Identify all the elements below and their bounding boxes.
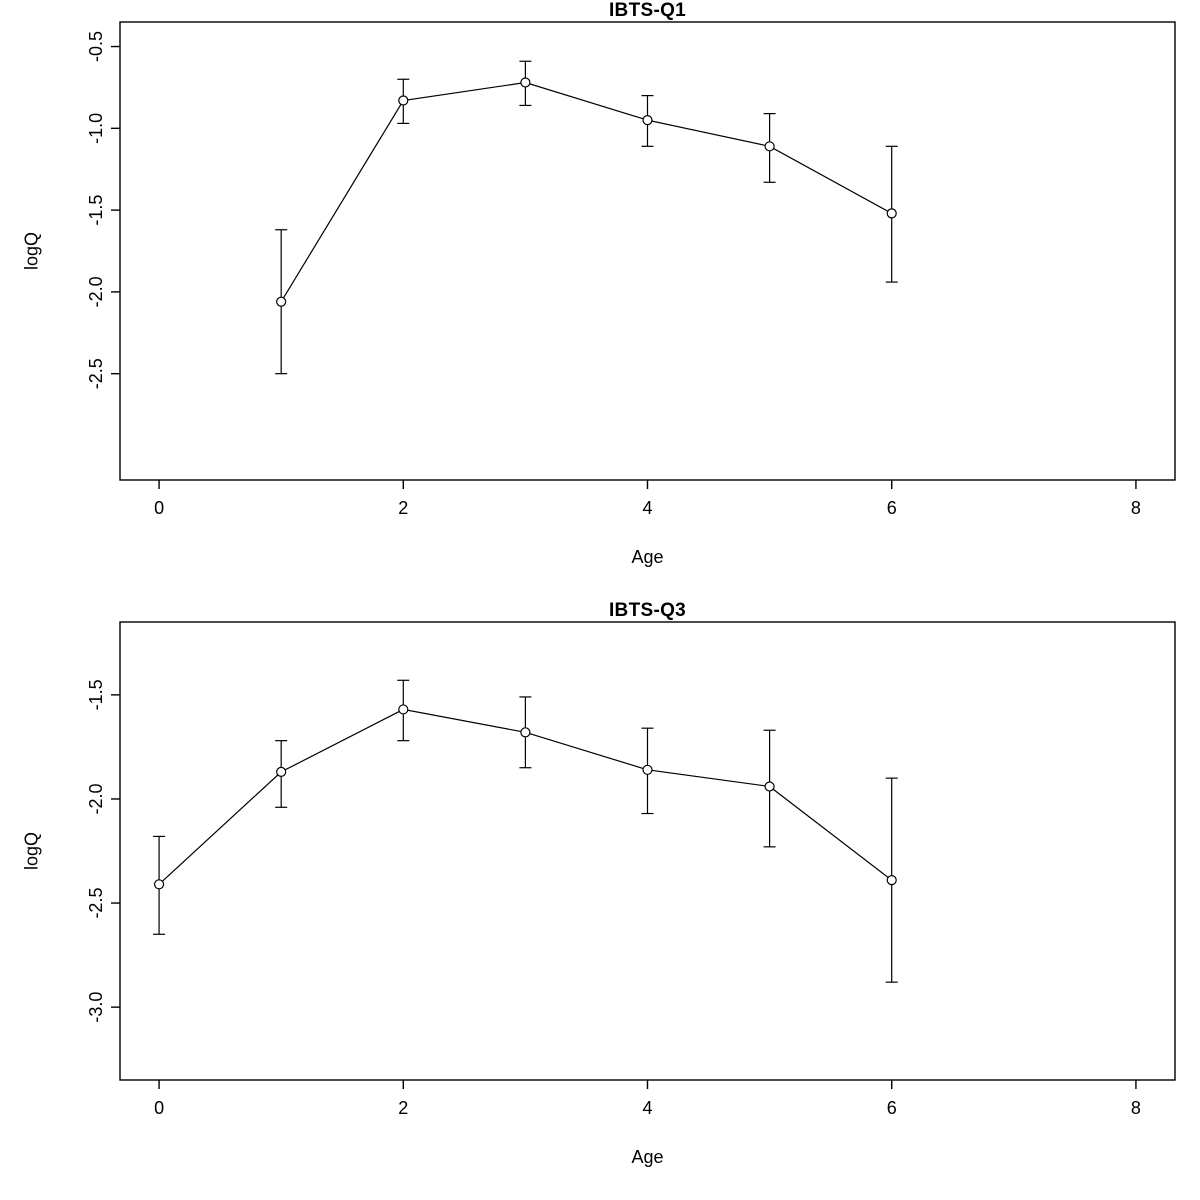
x-tick-label: 4 — [642, 498, 652, 518]
data-point — [153, 879, 165, 890]
data-point — [764, 141, 775, 152]
plot-box — [119, 21, 1176, 481]
chart-title: IBTS-Q1 — [608, 0, 687, 21]
data-line — [280, 81, 893, 303]
y-tick-label: -2.0 — [86, 276, 106, 307]
data-point — [520, 727, 531, 738]
y-tick-label: -1.0 — [86, 113, 106, 144]
plot-svg-ibts-q3: 0 2 4 6 8 -1.5 -2.0 -2.5 -3.0 — [86, 621, 1176, 1118]
data-point — [520, 77, 531, 88]
data-point — [276, 296, 287, 307]
data-point — [276, 766, 287, 777]
plot-svg-ibts-q1: 0 2 4 6 8 -0.5 -1.0 -1.5 -2.0 -2.5 — [86, 21, 1176, 518]
chart-title: IBTS-Q3 — [608, 600, 687, 621]
x-tick-label: 8 — [1131, 498, 1141, 518]
x-tick-label: 0 — [154, 498, 164, 518]
x-tick-label: 2 — [398, 498, 408, 518]
data-point — [886, 208, 897, 219]
y-tick-label: -3.0 — [86, 992, 106, 1023]
data-point — [886, 875, 897, 886]
x-tick-label: 0 — [154, 1098, 164, 1118]
x-tick-label: 6 — [887, 1098, 897, 1118]
x-axis-label: Age — [631, 1147, 664, 1167]
y-tick-label: -1.5 — [86, 679, 106, 710]
y-tick-label: -0.5 — [86, 31, 106, 62]
x-tick-label: 6 — [887, 498, 897, 518]
x-tick-label: 2 — [398, 1098, 408, 1118]
x-tick-label: 8 — [1131, 1098, 1141, 1118]
x-tick-label: 4 — [642, 1098, 652, 1118]
y-tick-label: -1.5 — [86, 195, 106, 226]
data-point — [642, 764, 653, 775]
y-tick-label: -2.0 — [86, 783, 106, 814]
x-axis-label: Age — [631, 547, 664, 567]
chart-ibts-q3: IBTS-Q3 0 2 4 6 8 -1.5 -2.0 -2.5 -3.0 Age logQ — [0, 600, 1200, 1200]
data-point — [398, 95, 409, 106]
chart-ibts-q1: IBTS-Q1 0 2 4 6 8 -0.5 -1.0 -1.5 -2.0 -2.5 Age lo… — [21, 0, 1176, 567]
y-tick-label: -2.5 — [86, 358, 106, 389]
y-axis-label: logQ — [21, 831, 42, 871]
data-point — [642, 115, 653, 126]
data-point — [764, 781, 775, 792]
y-tick-label: -2.5 — [86, 888, 106, 919]
plot-box — [119, 621, 1176, 1081]
data-point — [398, 704, 409, 715]
y-axis-label: logQ — [21, 231, 42, 271]
